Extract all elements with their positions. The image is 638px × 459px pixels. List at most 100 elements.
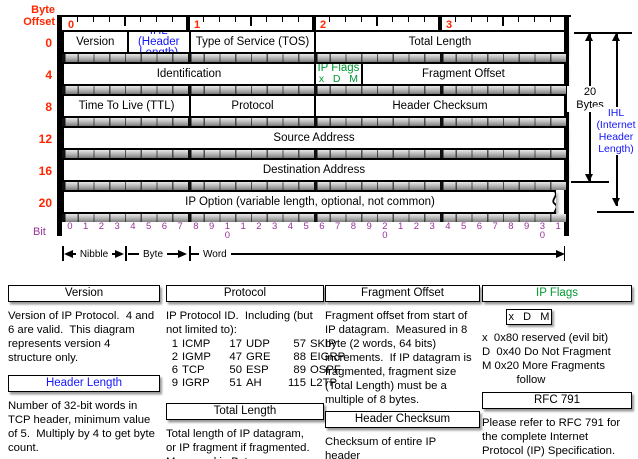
ruler-tick: [140, 17, 142, 22]
field-label: Identification: [156, 67, 222, 80]
field-version: Version: [64, 32, 127, 52]
ruler-tick: [470, 17, 473, 22]
ruler-tick: [234, 17, 236, 22]
bit-separator-strip: [62, 54, 566, 62]
bit-number: 3: [114, 221, 120, 232]
field-source-address: Source Address: [64, 128, 564, 148]
bit-number: 8: [508, 221, 514, 232]
header-row: Version IHL (Header Length) Type of Servic…: [62, 30, 566, 54]
protocol-table-cell: SKIP: [310, 338, 336, 350]
note-title-ip-flags: IP Flags: [482, 285, 632, 302]
field-header-checksum: Header Checksum: [314, 96, 564, 116]
field-label: Source Address: [273, 131, 355, 144]
bit-label: Bit: [33, 226, 46, 238]
scale-delimiter: [125, 246, 127, 261]
ruler-tick: [250, 17, 252, 26]
note-column: IP Flags x D M x 0x80 reserved (evil bit) …: [482, 285, 632, 458]
arrow-line: [167, 253, 179, 255]
header-row: Destination Address: [62, 158, 566, 182]
protocol-table-cell: 2: [171, 351, 178, 363]
ruler-tick: [533, 17, 536, 22]
bit-separator-strip: [62, 214, 566, 222]
field-total-length: Total Length: [314, 32, 564, 52]
header-row: Source Address: [62, 126, 566, 150]
protocol-table-cell: 57: [293, 338, 306, 350]
ruler-tick: [360, 17, 362, 22]
bit-number: 5: [460, 221, 467, 232]
bit-number: 1: [82, 221, 89, 232]
row-offset-label: 0: [45, 36, 52, 50]
protocol-table-cell: 88: [293, 351, 306, 363]
ruler-tick: [108, 17, 110, 22]
row-offset-label: 4: [45, 68, 52, 82]
scale-delimiter: [62, 246, 64, 261]
bit-number: 6: [161, 221, 168, 232]
ruler-tick: [171, 17, 173, 22]
ruler-tick: [549, 17, 551, 22]
ruler-tick: [518, 17, 520, 22]
word-arrow: Word: [191, 247, 565, 261]
note-body: IP Protocol ID. Including (but not limit…: [166, 310, 313, 336]
arrow-line: [191, 253, 199, 255]
field-label: Destination Address: [262, 163, 366, 176]
ruler-tick: [502, 17, 504, 26]
arrow-down-icon: [585, 174, 594, 182]
bit-number: 7: [177, 221, 183, 232]
arrow-up-icon: [612, 33, 621, 41]
protocol-table-cell: TCP: [182, 364, 205, 376]
byte-label: Byte: [143, 248, 164, 260]
measure-line: [574, 32, 632, 34]
protocol-table-cell: 6: [171, 364, 178, 376]
note-column: Version Version of IP Protocol. 4 and 6 a…: [8, 285, 160, 455]
field-label: Time To Live (TTL): [78, 99, 175, 112]
bit-number: 3: [429, 221, 435, 232]
note-column: Fragment Offset Fragment offset from star…: [325, 285, 480, 459]
bit-number: 9: [208, 221, 215, 232]
note-body: Checksum of entire IP header: [325, 436, 437, 459]
protocol-table-cell: 9: [171, 377, 178, 389]
bit-number: 5: [145, 221, 152, 232]
protocol-table-cell: IGMP: [182, 351, 211, 363]
protocol-table-cell: AH: [246, 377, 262, 389]
byte-offset-label: Byte Offset: [23, 4, 55, 28]
note-body: Total length of IP datagram, or IP fragm…: [166, 428, 310, 459]
arrowhead-right-icon: [115, 250, 125, 258]
byte-ruler-number: 3: [446, 19, 453, 31]
ruler-tick: [376, 17, 378, 26]
word-label: Word: [203, 248, 227, 260]
note-title-rfc-791: RFC 791: [482, 392, 632, 409]
bit-number: 5: [303, 221, 309, 232]
nibble-label: Nibble: [79, 248, 109, 260]
scale-delimiter: [563, 246, 566, 261]
bit-number: 9: [523, 221, 530, 232]
bit-number: 2: [256, 221, 262, 232]
arrow-up-icon: [585, 33, 594, 41]
measure-line: [571, 181, 609, 183]
field-destination-address: Destination Address: [64, 160, 564, 180]
bit-number: 8: [193, 221, 199, 232]
bit-number: 7: [334, 221, 341, 232]
field-label: Total Length: [408, 35, 472, 48]
note-title-header-length: Header Length: [8, 375, 160, 392]
bit-number: 9: [366, 221, 372, 232]
bit-number: 1: [397, 221, 404, 232]
field-type-of-service-tos: Type of Service (TOS): [189, 32, 314, 52]
note-body: Number of 32-bit words in TCP header, mi…: [8, 400, 155, 454]
protocol-table-cell: ESP: [246, 364, 269, 376]
bit-number: 8: [350, 221, 357, 232]
protocol-id-table: 1 ICMP 17 UDP 57 SKIP 2 IGMP 47 GRE 88 EIGRP 6 TCP 50 E…: [166, 338, 345, 390]
protocol-table-cell: 1: [171, 338, 178, 350]
field-label: Header Checksum: [392, 99, 488, 112]
ihl-measure-label: IHL (Internet Header Length): [593, 107, 638, 155]
field-ip-option-variable-length-optional-not-common: IP Option (variable length, optional, no…: [64, 192, 556, 212]
row-offset-label: 20: [38, 196, 52, 210]
bit-number: 3 0: [539, 221, 546, 241]
field-sub-label: x D M: [318, 73, 358, 84]
ruler-tick: [77, 17, 79, 22]
bit-number: 1: [240, 221, 246, 232]
header-row: IP Option (variable length, optional, no…: [62, 190, 556, 214]
protocol-table-cell: 89: [293, 364, 306, 376]
ruler-tick: [297, 17, 299, 22]
bit-number: 7: [492, 221, 498, 232]
